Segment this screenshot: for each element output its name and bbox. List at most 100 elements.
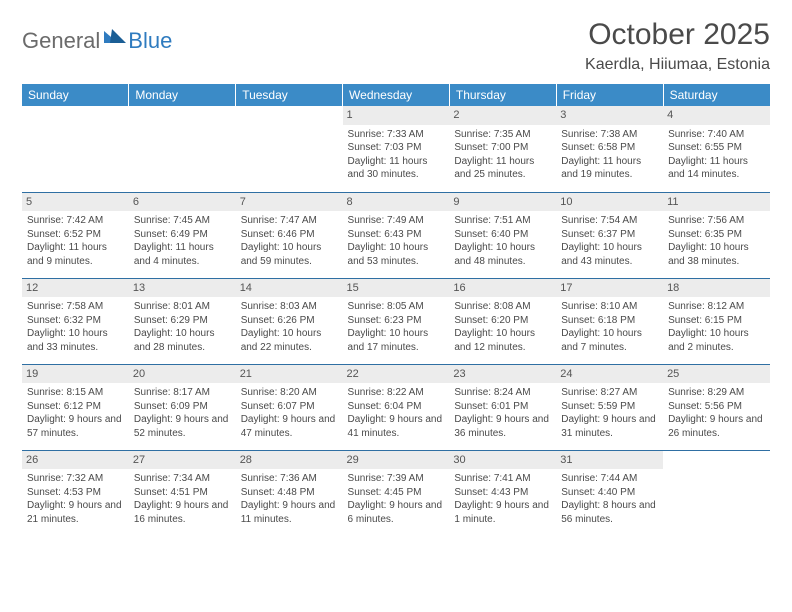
calendar-row: 1 Sunrise: 7:33 AM Sunset: 7:03 PM Daylig… [22, 106, 770, 192]
day-number: 24 [556, 365, 663, 384]
calendar-cell: 4 Sunrise: 7:40 AM Sunset: 6:55 PM Daylig… [663, 106, 770, 192]
weekday-monday: Monday [129, 84, 236, 106]
day-number: 23 [449, 365, 556, 384]
header: General Blue October 2025 Kaerdla, Hiium… [22, 18, 770, 74]
calendar-cell [663, 450, 770, 536]
day-number: 29 [343, 451, 450, 470]
weekday-saturday: Saturday [663, 84, 770, 106]
calendar-cell: 1 Sunrise: 7:33 AM Sunset: 7:03 PM Daylig… [343, 106, 450, 192]
weekday-sunday: Sunday [22, 84, 129, 106]
calendar-cell: 23Sunrise: 8:24 AM Sunset: 6:01 PM Dayli… [449, 364, 556, 450]
day-details: Sunrise: 8:12 AM Sunset: 6:15 PM Dayligh… [668, 300, 765, 354]
calendar-cell: 6 Sunrise: 7:45 AM Sunset: 6:49 PM Daylig… [129, 192, 236, 278]
calendar-cell: 12 Sunrise: 7:58 AM Sunset: 6:32 PM Dayli… [22, 278, 129, 364]
day-details: Sunrise: 7:56 AM Sunset: 6:35 PM Dayligh… [668, 214, 765, 268]
day-number: 16 [449, 279, 556, 298]
calendar-cell: 5Sunrise: 7:42 AM Sunset: 6:52 PM Daylig… [22, 192, 129, 278]
calendar-cell: 18 Sunrise: 8:12 AM Sunset: 6:15 PM Dayli… [663, 278, 770, 364]
day-details: Sunrise: 8:20 AM Sunset: 6:07 PM Dayligh… [241, 386, 338, 440]
calendar-cell: 21 Sunrise: 8:20 AM Sunset: 6:07 PM Dayli… [236, 364, 343, 450]
calendar-cell: 7 Sunrise: 7:47 AM Sunset: 6:46 PM Daylig… [236, 192, 343, 278]
calendar-cell: 29 Sunrise: 7:39 AM Sunset: 4:45 PM Dayli… [343, 450, 450, 536]
weekday-header-row: Sunday Monday Tuesday Wednesday Thursday… [22, 84, 770, 106]
day-details: Sunrise: 7:42 AM Sunset: 6:52 PM Dayligh… [27, 214, 124, 268]
calendar-cell: 31 Sunrise: 7:44 AM Sunset: 4:40 PM Dayli… [556, 450, 663, 536]
calendar-cell: 11Sunrise: 7:56 AM Sunset: 6:35 PM Dayli… [663, 192, 770, 278]
calendar-cell: 22 Sunrise: 8:22 AM Sunset: 6:04 PM Dayli… [343, 364, 450, 450]
calendar-cell: 25Sunrise: 8:29 AM Sunset: 5:56 PM Dayli… [663, 364, 770, 450]
day-number: 30 [449, 451, 556, 470]
day-details: Sunrise: 7:32 AM Sunset: 4:53 PM Dayligh… [27, 472, 124, 526]
weekday-friday: Friday [556, 84, 663, 106]
logo-word-general: General [22, 28, 100, 54]
day-details: Sunrise: 8:05 AM Sunset: 6:23 PM Dayligh… [348, 300, 445, 354]
title-block: October 2025 Kaerdla, Hiiumaa, Estonia [585, 18, 770, 74]
calendar-cell: 10 Sunrise: 7:54 AM Sunset: 6:37 PM Dayli… [556, 192, 663, 278]
calendar-row: 19Sunrise: 8:15 AM Sunset: 6:12 PM Dayli… [22, 364, 770, 450]
calendar-cell [22, 106, 129, 192]
day-details: Sunrise: 7:49 AM Sunset: 6:43 PM Dayligh… [348, 214, 445, 268]
day-number: 7 [236, 193, 343, 212]
calendar-cell: 13Sunrise: 8:01 AM Sunset: 6:29 PM Dayli… [129, 278, 236, 364]
day-details: Sunrise: 8:03 AM Sunset: 6:26 PM Dayligh… [241, 300, 338, 354]
calendar-row: 26Sunrise: 7:32 AM Sunset: 4:53 PM Dayli… [22, 450, 770, 536]
day-number: 20 [129, 365, 236, 384]
day-details: Sunrise: 7:35 AM Sunset: 7:00 PM Dayligh… [454, 128, 551, 182]
calendar-row: 5Sunrise: 7:42 AM Sunset: 6:52 PM Daylig… [22, 192, 770, 278]
day-details: Sunrise: 8:27 AM Sunset: 5:59 PM Dayligh… [561, 386, 658, 440]
day-number: 22 [343, 365, 450, 384]
day-number: 17 [556, 279, 663, 298]
calendar-cell [129, 106, 236, 192]
calendar-cell: 17Sunrise: 8:10 AM Sunset: 6:18 PM Dayli… [556, 278, 663, 364]
day-details: Sunrise: 7:45 AM Sunset: 6:49 PM Dayligh… [134, 214, 231, 268]
day-number: 12 [22, 279, 129, 298]
day-details: Sunrise: 8:22 AM Sunset: 6:04 PM Dayligh… [348, 386, 445, 440]
calendar-cell: 16Sunrise: 8:08 AM Sunset: 6:20 PM Dayli… [449, 278, 556, 364]
day-number: 21 [236, 365, 343, 384]
day-number: 8 [343, 193, 450, 212]
day-number: 14 [236, 279, 343, 298]
day-details: Sunrise: 7:47 AM Sunset: 6:46 PM Dayligh… [241, 214, 338, 268]
calendar-cell: 20 Sunrise: 8:17 AM Sunset: 6:09 PM Dayli… [129, 364, 236, 450]
location-subtitle: Kaerdla, Hiiumaa, Estonia [585, 56, 770, 74]
calendar-cell: 3 Sunrise: 7:38 AM Sunset: 6:58 PM Daylig… [556, 106, 663, 192]
calendar-cell: 14 Sunrise: 8:03 AM Sunset: 6:26 PM Dayli… [236, 278, 343, 364]
day-number: 27 [129, 451, 236, 470]
day-details: Sunrise: 8:17 AM Sunset: 6:09 PM Dayligh… [134, 386, 231, 440]
day-details: Sunrise: 7:34 AM Sunset: 4:51 PM Dayligh… [134, 472, 231, 526]
day-number: 4 [663, 106, 770, 125]
calendar-cell: 28 Sunrise: 7:36 AM Sunset: 4:48 PM Dayli… [236, 450, 343, 536]
page-title: October 2025 [585, 18, 770, 52]
day-number: 6 [129, 193, 236, 212]
day-number: 10 [556, 193, 663, 212]
day-number: 31 [556, 451, 663, 470]
calendar-cell: 27 Sunrise: 7:34 AM Sunset: 4:51 PM Dayli… [129, 450, 236, 536]
day-number: 15 [343, 279, 450, 298]
calendar-row: 12 Sunrise: 7:58 AM Sunset: 6:32 PM Dayli… [22, 278, 770, 364]
calendar-cell: 2Sunrise: 7:35 AM Sunset: 7:00 PM Daylig… [449, 106, 556, 192]
day-details: Sunrise: 7:44 AM Sunset: 4:40 PM Dayligh… [561, 472, 658, 526]
logo-word-blue: Blue [128, 28, 172, 54]
day-number: 3 [556, 106, 663, 125]
day-details: Sunrise: 7:41 AM Sunset: 4:43 PM Dayligh… [454, 472, 551, 526]
logo-triangle-icon [104, 27, 126, 43]
day-number: 1 [343, 106, 450, 125]
calendar-cell: 9Sunrise: 7:51 AM Sunset: 6:40 PM Daylig… [449, 192, 556, 278]
day-details: Sunrise: 7:36 AM Sunset: 4:48 PM Dayligh… [241, 472, 338, 526]
day-number: 28 [236, 451, 343, 470]
day-details: Sunrise: 7:40 AM Sunset: 6:55 PM Dayligh… [668, 128, 765, 182]
weekday-tuesday: Tuesday [236, 84, 343, 106]
calendar-cell: 19Sunrise: 8:15 AM Sunset: 6:12 PM Dayli… [22, 364, 129, 450]
day-details: Sunrise: 7:51 AM Sunset: 6:40 PM Dayligh… [454, 214, 551, 268]
day-details: Sunrise: 7:33 AM Sunset: 7:03 PM Dayligh… [348, 128, 445, 182]
day-details: Sunrise: 7:54 AM Sunset: 6:37 PM Dayligh… [561, 214, 658, 268]
day-details: Sunrise: 7:39 AM Sunset: 4:45 PM Dayligh… [348, 472, 445, 526]
calendar-cell: 26Sunrise: 7:32 AM Sunset: 4:53 PM Dayli… [22, 450, 129, 536]
day-number: 25 [663, 365, 770, 384]
day-details: Sunrise: 7:38 AM Sunset: 6:58 PM Dayligh… [561, 128, 658, 182]
calendar-cell: 24 Sunrise: 8:27 AM Sunset: 5:59 PM Dayli… [556, 364, 663, 450]
day-number: 19 [22, 365, 129, 384]
day-details: Sunrise: 7:58 AM Sunset: 6:32 PM Dayligh… [27, 300, 124, 354]
day-number: 18 [663, 279, 770, 298]
calendar-cell: 15 Sunrise: 8:05 AM Sunset: 6:23 PM Dayli… [343, 278, 450, 364]
